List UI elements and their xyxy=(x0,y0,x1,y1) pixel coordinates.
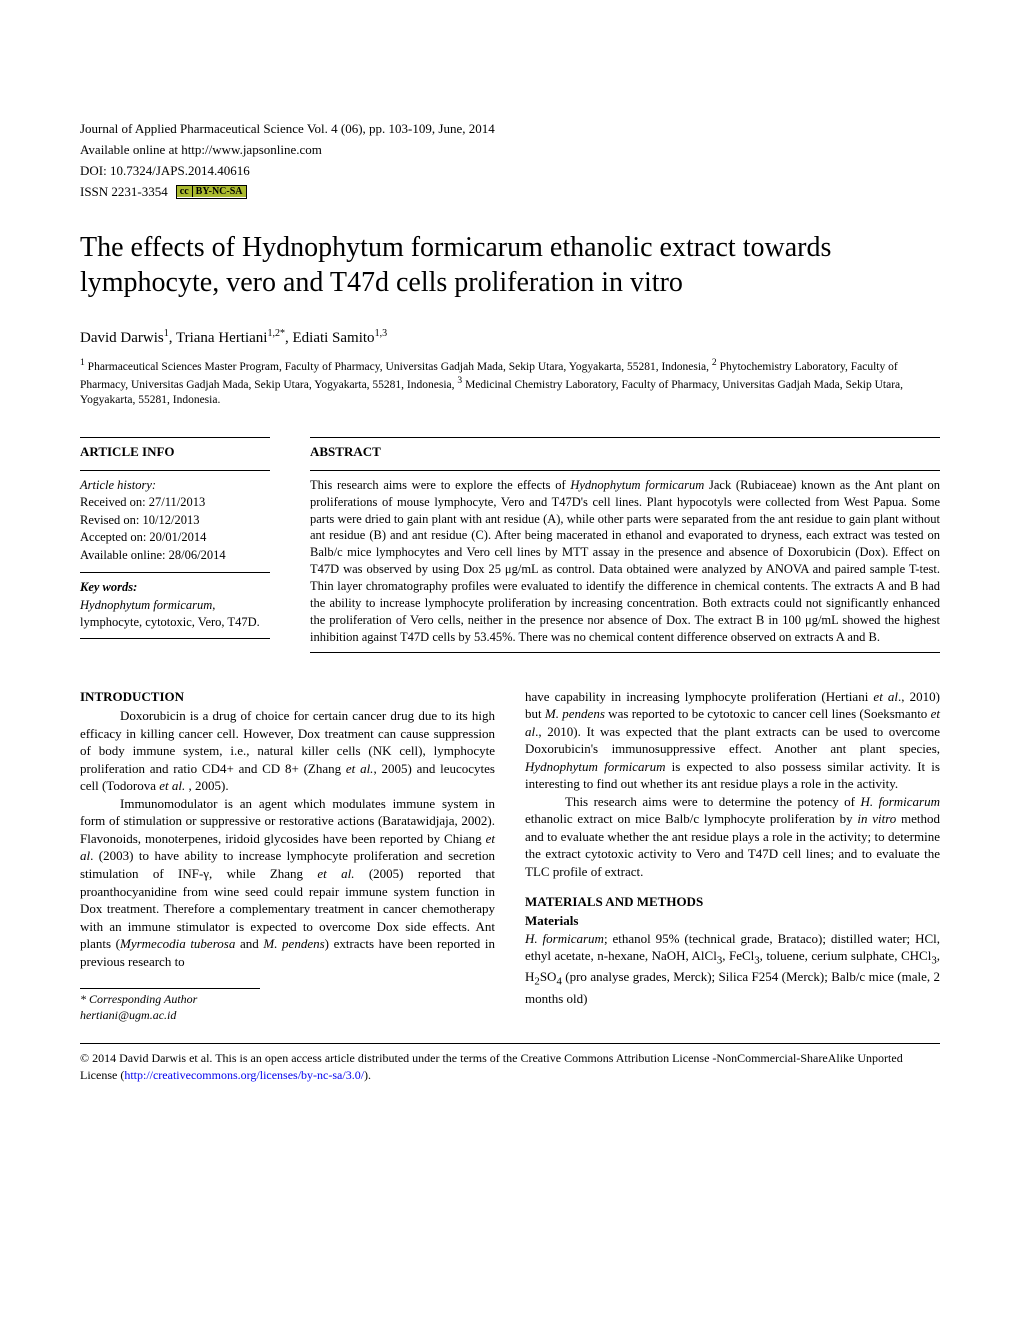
materials-p1: H. formicarum; ethanol 95% (technical gr… xyxy=(525,930,940,1008)
methods-heading: MATERIALS AND METHODS xyxy=(525,893,940,911)
info-abstract-row: ARTICLE INFO Article history: Received o… xyxy=(80,437,940,653)
history-label: Article history: xyxy=(80,477,270,495)
corresponding-author-block: * Corresponding Author hertiani@ugm.ac.i… xyxy=(80,988,260,1023)
corresponding-label: * Corresponding Author xyxy=(80,992,197,1006)
header-meta-block: Journal of Applied Pharmaceutical Scienc… xyxy=(80,120,940,200)
right-column: have capability in increasing lymphocyte… xyxy=(525,688,940,1024)
article-info-label: ARTICLE INFO xyxy=(80,437,270,470)
left-column: INTRODUCTION Doxorubicin is a drug of ch… xyxy=(80,688,495,1024)
doi-line: DOI: 10.7324/JAPS.2014.40616 xyxy=(80,162,940,180)
history-block: Article history: Received on: 27/11/2013… xyxy=(80,470,270,565)
issn-text: ISSN 2231-3354 xyxy=(80,184,168,200)
materials-subheading: Materials xyxy=(525,912,940,930)
received-date: Received on: 27/11/2013 xyxy=(80,494,270,512)
abstract-column: ABSTRACT This research aims were to expl… xyxy=(310,437,940,653)
available-line: Available online at http://www.japsonlin… xyxy=(80,141,940,159)
body-columns: INTRODUCTION Doxorubicin is a drug of ch… xyxy=(80,688,940,1024)
cc-badge-left: cc xyxy=(177,186,193,197)
corresponding-email: hertiani@ugm.ac.id xyxy=(80,1008,260,1024)
cc-badge-right: BY-NC-SA xyxy=(193,186,246,197)
revised-date: Revised on: 10/12/2013 xyxy=(80,512,270,530)
introduction-heading: INTRODUCTION xyxy=(80,688,495,706)
journal-line: Journal of Applied Pharmaceutical Scienc… xyxy=(80,120,940,138)
intro-p1: Doxorubicin is a drug of choice for cert… xyxy=(80,707,495,795)
affiliations: 1 Pharmaceutical Sciences Master Program… xyxy=(80,357,940,409)
intro-p2: Immunomodulator is an agent which modula… xyxy=(80,795,495,970)
accepted-date: Accepted on: 20/01/2014 xyxy=(80,529,270,547)
keywords-block: Key words: Hydnophytum formicarum, lymph… xyxy=(80,572,270,639)
license-footer: © 2014 David Darwis et al. This is an op… xyxy=(80,1043,940,1082)
paper-title: The effects of Hydnophytum formicarum et… xyxy=(80,230,940,300)
abstract-label: ABSTRACT xyxy=(310,437,940,470)
abstract-text: This research aims were to explore the e… xyxy=(310,470,940,653)
license-suffix: ). xyxy=(364,1068,371,1082)
keywords-label: Key words: xyxy=(80,579,270,597)
intro-p4: This research aims were to determine the… xyxy=(525,793,940,881)
intro-p3: have capability in increasing lymphocyte… xyxy=(525,688,940,793)
article-info-column: ARTICLE INFO Article history: Received o… xyxy=(80,437,270,653)
cc-license-badge: cc BY-NC-SA xyxy=(176,185,247,199)
keywords-text: Hydnophytum formicarum, lymphocyte, cyto… xyxy=(80,597,270,632)
issn-line: ISSN 2231-3354 cc BY-NC-SA xyxy=(80,184,940,200)
online-date: Available online: 28/06/2014 xyxy=(80,547,270,565)
license-link[interactable]: http://creativecommons.org/licenses/by-n… xyxy=(124,1068,364,1082)
authors: David Darwis1, Triana Hertiani1,2*, Edia… xyxy=(80,328,940,347)
